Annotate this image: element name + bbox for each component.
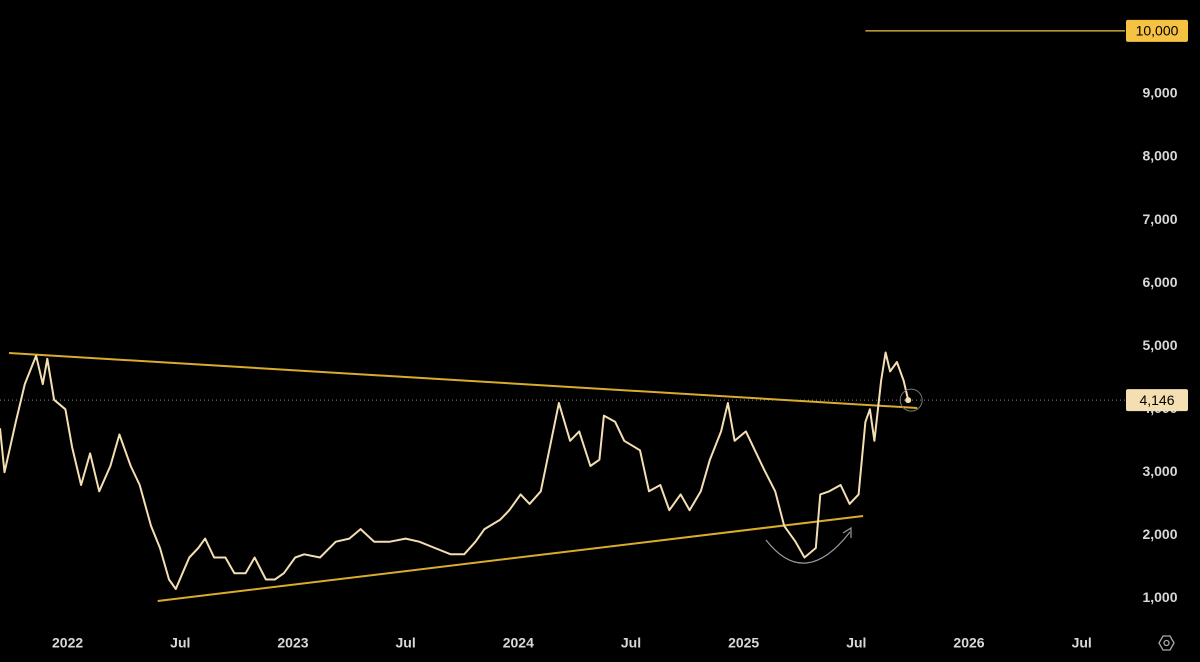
last-point xyxy=(905,397,912,404)
x-tick-label: Jul xyxy=(1072,635,1092,651)
x-tick-label: 2024 xyxy=(503,635,534,651)
y-tick-label: 7,000 xyxy=(1142,211,1177,227)
x-tick-label: Jul xyxy=(396,635,416,651)
last-point-ring xyxy=(899,388,923,412)
x-tick-label: 2025 xyxy=(728,635,759,651)
trendline xyxy=(157,515,864,602)
price-line-series xyxy=(0,351,910,590)
arc-annotation xyxy=(765,531,851,564)
settings-icon[interactable] xyxy=(1158,635,1175,651)
arc-arrowhead xyxy=(842,526,852,538)
trendline xyxy=(8,352,918,409)
overlay: 1,0002,0003,0004,0005,0006,0007,0008,000… xyxy=(0,19,1188,651)
price-badge-label: 4,146 xyxy=(1139,392,1174,408)
y-tick-label: 8,000 xyxy=(1142,148,1177,164)
price-badge xyxy=(1126,19,1188,42)
y-tick-label: 5,000 xyxy=(1142,337,1177,353)
price-badge-label: 10,000 xyxy=(1136,23,1179,39)
y-tick-label: 2,000 xyxy=(1142,526,1177,542)
x-tick-label: 2026 xyxy=(953,635,984,651)
price-badge xyxy=(1126,389,1188,412)
x-tick-label: 2023 xyxy=(277,635,308,651)
x-tick-label: 2022 xyxy=(52,635,83,651)
x-tick-label: Jul xyxy=(621,635,641,651)
x-tick-label: Jul xyxy=(170,635,190,651)
y-tick-label: 6,000 xyxy=(1142,274,1177,290)
y-tick-label: 1,000 xyxy=(1142,589,1177,605)
y-tick-label: 3,000 xyxy=(1142,463,1177,479)
x-tick-label: Jul xyxy=(846,635,866,651)
y-tick-label: 9,000 xyxy=(1142,85,1177,101)
